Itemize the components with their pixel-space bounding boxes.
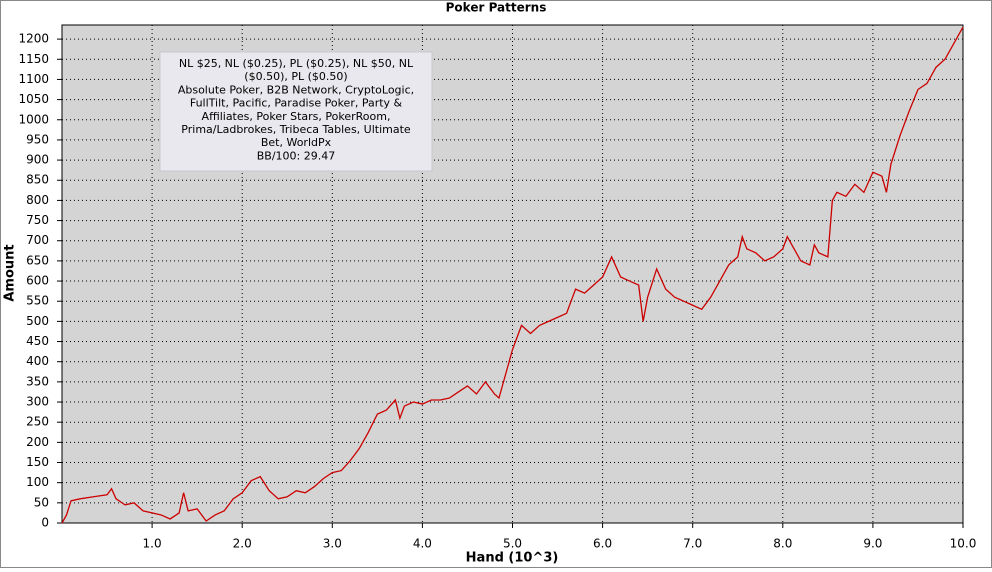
annotation-line: Bet, WorldPx bbox=[261, 136, 332, 149]
annotation-line: Absolute Poker, B2B Network, CryptoLogic… bbox=[178, 83, 414, 96]
annotation-line: Affiliates, Poker Stars, PokerRoom, bbox=[202, 110, 391, 123]
y-tick-label: 550 bbox=[26, 294, 49, 308]
data-line bbox=[61, 26, 964, 524]
y-tick-label: 1000 bbox=[18, 112, 49, 126]
x-tick-label: 3.0 bbox=[323, 537, 342, 551]
annotation-line: ($0.50), PL ($0.50) bbox=[244, 70, 347, 83]
plot-border bbox=[61, 24, 964, 524]
y-tick-label: 150 bbox=[26, 455, 49, 469]
y-tick-label: 650 bbox=[26, 253, 49, 267]
x-tick-label: 5.0 bbox=[503, 537, 522, 551]
x-tick-label: 2.0 bbox=[233, 537, 252, 551]
y-tick-label: 450 bbox=[26, 334, 49, 348]
y-tick-label: 300 bbox=[26, 395, 49, 409]
y-tick-label: 1150 bbox=[18, 52, 49, 66]
x-tick-label: 10.0 bbox=[950, 537, 977, 551]
y-tick-label: 750 bbox=[26, 213, 49, 227]
x-tick-label: 6.0 bbox=[593, 537, 612, 551]
y-tick-label: 950 bbox=[26, 132, 49, 146]
x-tick-label: 9.0 bbox=[863, 537, 882, 551]
annotation-line: BB/100: 29.47 bbox=[257, 149, 336, 162]
y-tick-label: 350 bbox=[26, 374, 49, 388]
y-tick-label: 900 bbox=[26, 153, 49, 167]
y-axis-title: Amount bbox=[3, 244, 18, 301]
x-axis-title: Hand (10^3) bbox=[466, 551, 559, 566]
x-tick-label: 8.0 bbox=[773, 537, 792, 551]
y-tick-label: 400 bbox=[26, 354, 49, 368]
y-tick-label: 200 bbox=[26, 435, 49, 449]
x-tick-label: 4.0 bbox=[413, 537, 432, 551]
y-tick-label: 600 bbox=[26, 274, 49, 288]
y-tick-label: 500 bbox=[26, 314, 49, 328]
y-tick-label: 1100 bbox=[18, 72, 49, 86]
annotation-line: Prima/Ladbrokes, Tribeca Tables, Ultimat… bbox=[181, 123, 411, 136]
annotation-line: FullTilt, Pacific, Paradise Poker, Party… bbox=[190, 97, 403, 110]
y-tick-label: 100 bbox=[26, 475, 49, 489]
annotation-box bbox=[159, 51, 433, 172]
y-tick-label: 250 bbox=[26, 415, 49, 429]
y-tick-label: 800 bbox=[26, 193, 49, 207]
chart-title: Poker Patterns bbox=[446, 1, 547, 15]
annotation-line: NL $25, NL ($0.25), PL ($0.25), NL $50, … bbox=[179, 57, 414, 70]
x-tick-label: 1.0 bbox=[143, 537, 162, 551]
y-tick-label: 1050 bbox=[18, 92, 49, 106]
y-tick-label: 0 bbox=[41, 516, 49, 530]
y-tick-label: 700 bbox=[26, 233, 49, 247]
y-tick-label: 1200 bbox=[18, 32, 49, 46]
y-tick-label: 50 bbox=[34, 495, 49, 509]
y-tick-label: 850 bbox=[26, 173, 49, 187]
x-tick-label: 7.0 bbox=[683, 537, 702, 551]
